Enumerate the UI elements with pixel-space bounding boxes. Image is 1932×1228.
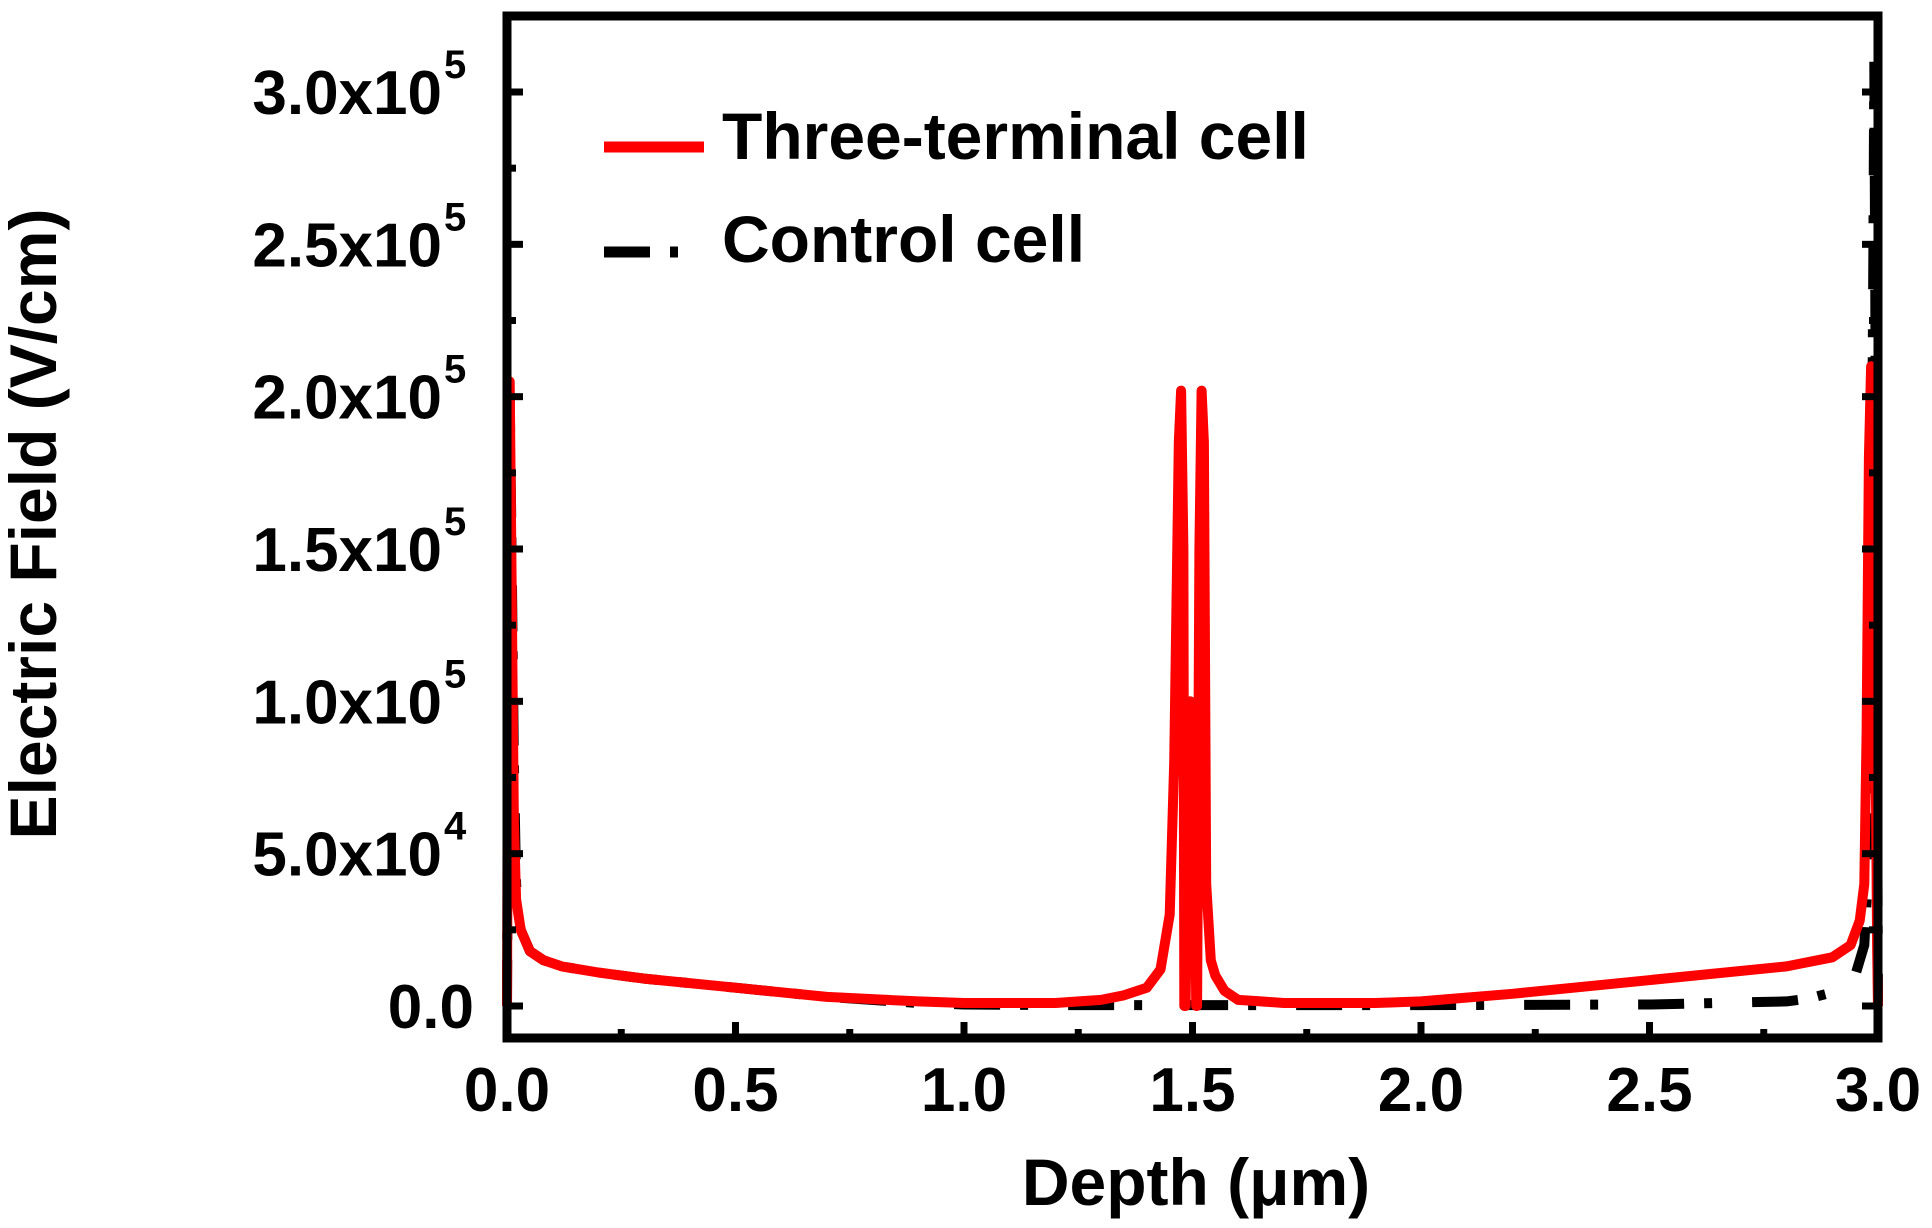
y-axis-title: Electric Field (V/cm): [0, 209, 70, 840]
x-tick-label: 3.0: [1835, 1056, 1921, 1125]
y-tick-label: 1.0x10 5: [252, 652, 466, 737]
x-tick-label: 2.5: [1606, 1056, 1692, 1125]
y-tick-label: 5.0x10 4: [252, 805, 467, 890]
y-axis-tick-labels: 0.05.0x10 41.0x10 51.5x10 52.0x10 52.5x10 53.…: [252, 43, 474, 1042]
chart-tick-marks: [503, 88, 1882, 1038]
y-tick-label: 0.0: [388, 973, 474, 1042]
x-tick-label: 0.5: [692, 1056, 778, 1125]
y-tick-mantissa: 2.5x10: [252, 211, 442, 280]
x-tick-label: 0.0: [464, 1056, 550, 1125]
y-tick-mantissa: 1.0x10: [252, 668, 442, 737]
y-tick-label: 1.5x10 5: [252, 500, 466, 585]
x-tick-label: 1.5: [1149, 1056, 1235, 1125]
y-tick-exponent: 5: [444, 43, 466, 87]
y-tick-mantissa: 3.0x10: [252, 59, 442, 128]
legend-label-three-terminal: Three-terminal cell: [722, 99, 1309, 173]
y-tick-label: 3.0x10 5: [252, 43, 466, 128]
x-axis-title: Depth (μm): [1022, 1145, 1370, 1219]
y-tick-exponent: 5: [444, 652, 466, 696]
y-tick-mantissa: 1.5x10: [252, 516, 442, 585]
y-tick-mantissa: 5.0x10: [252, 821, 442, 890]
y-tick-exponent: 4: [444, 805, 467, 849]
x-tick-label: 1.0: [921, 1056, 1007, 1125]
legend: Three-terminal cell Control cell: [604, 99, 1309, 276]
x-tick-label: 2.0: [1378, 1056, 1464, 1125]
series-three-terminal-cell: [502, 361, 1883, 1011]
legend-label-control: Control cell: [722, 202, 1085, 276]
y-tick-label: 2.5x10 5: [252, 195, 466, 280]
y-tick-mantissa: 2.0x10: [252, 364, 442, 433]
y-tick-exponent: 5: [444, 195, 466, 239]
y-tick-exponent: 5: [444, 348, 466, 392]
y-tick-mantissa: 0.0: [388, 973, 474, 1042]
y-tick-label: 2.0x10 5: [252, 348, 466, 433]
chart-series-layer: [502, 56, 1883, 1011]
y-tick-exponent: 5: [444, 500, 466, 544]
x-axis-tick-labels: 0.0 0.5 1.0 1.5 2.0 2.5 3.0: [464, 1056, 1921, 1125]
